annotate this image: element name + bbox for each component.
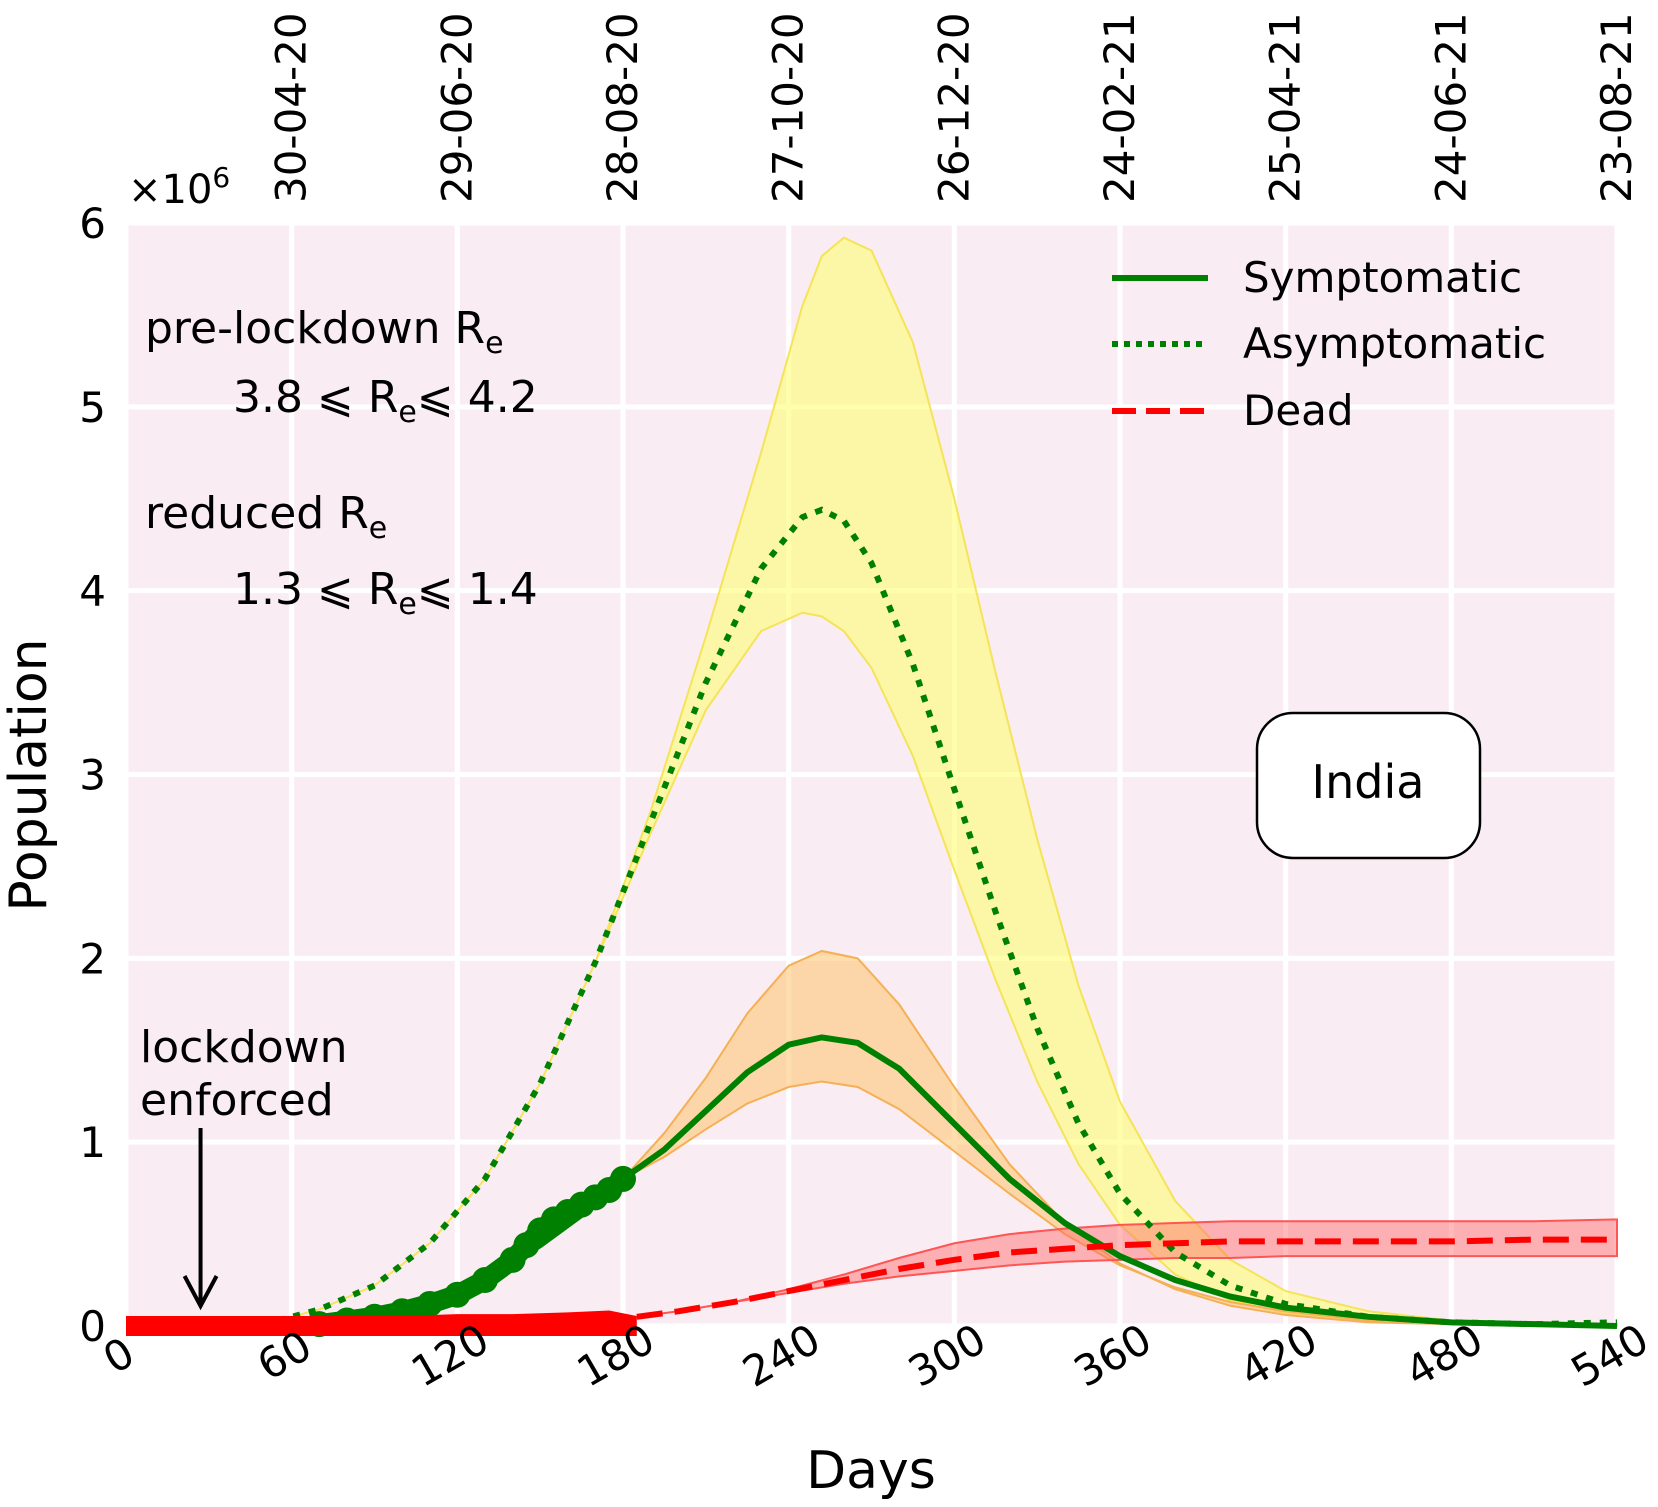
lockdown-arrow-head xyxy=(182,1275,219,1311)
y-tick-label-2: 2 xyxy=(79,934,106,983)
top-date-label-180: 28-08-20 xyxy=(598,12,647,203)
observed-data xyxy=(126,1165,637,1338)
y-multiplier: ×106 xyxy=(128,161,230,213)
y-tick-label-5: 5 xyxy=(79,383,106,432)
y-tick-label-6: 6 xyxy=(79,199,106,248)
y-multiplier-exponent: 6 xyxy=(212,161,230,194)
observed-symptomatic-point xyxy=(471,1267,498,1294)
top-date-label-360: 24-02-21 xyxy=(1095,12,1144,203)
reduced-title: reduced Re xyxy=(145,488,387,546)
top-date-label-300: 26-12-20 xyxy=(929,12,978,203)
top-date-label-120: 29-06-20 xyxy=(432,12,481,203)
reduced-title-text: reduced R xyxy=(145,488,369,539)
legend-asymptomatic-label: Asymptomatic xyxy=(1243,319,1546,368)
reduced-range-high: ⩽ 1.4 xyxy=(417,564,538,615)
legend-dead-label: Dead xyxy=(1243,386,1354,435)
top-date-label-420: 25-04-21 xyxy=(1261,12,1310,203)
observed-dead-area xyxy=(126,1310,637,1336)
top-date-axis: 30-04-20 29-06-20 28-08-20 27-10-20 26-12-20… xyxy=(267,12,1641,203)
observed-symptomatic-point xyxy=(610,1165,636,1192)
observed-symptomatic-point xyxy=(444,1281,471,1308)
top-date-label-480: 24-06-21 xyxy=(1426,12,1475,203)
dead-line xyxy=(636,1236,1617,1320)
top-date-label-60: 30-04-20 xyxy=(267,12,316,203)
y-tick-label-4: 4 xyxy=(79,567,106,616)
pre-lockdown-range-sub: e xyxy=(398,395,416,430)
pre-lockdown-range-low: 3.8 ⩽ R xyxy=(233,372,398,423)
legend-symptomatic-label: Symptomatic xyxy=(1243,253,1522,302)
lockdown-label-line2: enforced xyxy=(140,1075,334,1126)
observed-symptomatic-point xyxy=(416,1290,443,1317)
asymptomatic-line xyxy=(277,506,1618,1328)
y-tick-label-1: 1 xyxy=(79,1118,106,1167)
lockdown-arrow xyxy=(182,1128,219,1311)
y-axis: 0 1 2 3 4 5 6 xyxy=(79,199,106,1351)
reduced-range: 1.3 ⩽ Re⩽ 1.4 xyxy=(233,564,538,622)
y-multiplier-base: ×10 xyxy=(128,167,212,213)
x-axis-label: Days xyxy=(806,1441,936,1501)
pre-lockdown-title-sub: e xyxy=(485,326,503,361)
reduced-range-low: 1.3 ⩽ R xyxy=(233,564,398,615)
country-box xyxy=(1255,711,1482,860)
top-date-label-240: 27-10-20 xyxy=(764,12,813,203)
pre-lockdown-title-text: pre-lockdown R xyxy=(145,303,485,354)
pre-lockdown-title: pre-lockdown Re xyxy=(145,303,504,361)
y-axis-label: Population xyxy=(0,638,59,911)
top-date-label-540: 23-08-21 xyxy=(1592,12,1641,203)
pre-lockdown-range: 3.8 ⩽ Re⩽ 4.2 xyxy=(233,372,538,430)
symptomatic-band xyxy=(277,949,1617,1327)
legend: Symptomatic Asymptomatic Dead xyxy=(1112,253,1546,435)
pre-lockdown-range-high: ⩽ 4.2 xyxy=(417,372,538,423)
y-tick-label-3: 3 xyxy=(79,751,106,800)
y-tick-label-0: 0 xyxy=(79,1302,106,1351)
country-label: India xyxy=(1312,755,1425,809)
reduced-title-sub: e xyxy=(369,511,387,546)
reduced-range-sub: e xyxy=(398,587,416,622)
lockdown-label-line1: lockdown xyxy=(140,1022,348,1073)
